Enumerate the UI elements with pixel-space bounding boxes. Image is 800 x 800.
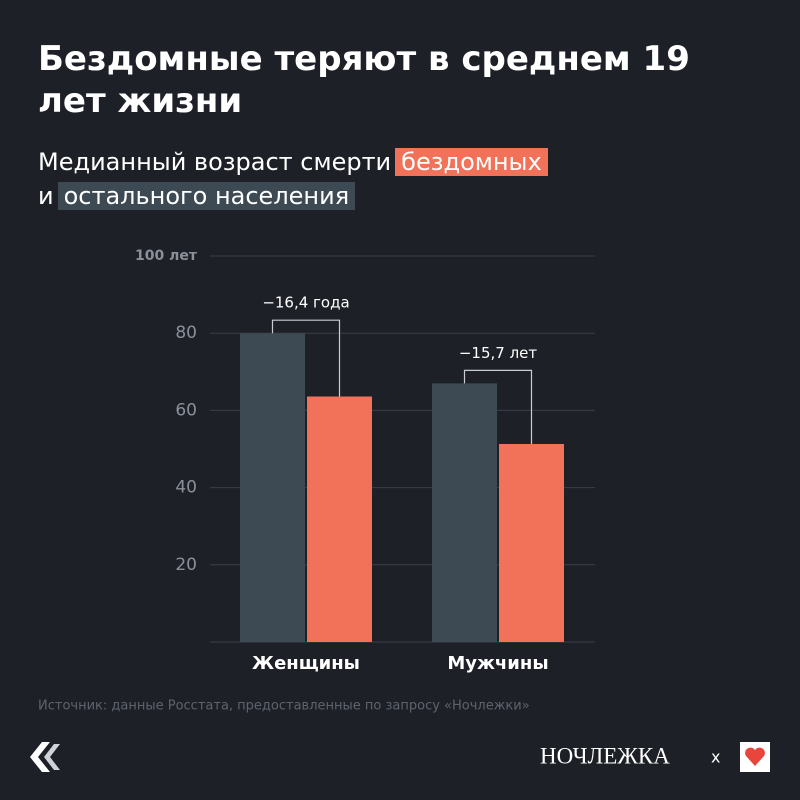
x-tick-label: Мужчины <box>447 653 548 674</box>
y-tick-label: 40 <box>175 478 197 498</box>
left-logo <box>30 742 60 772</box>
x-tick-label: Женщины <box>252 653 360 674</box>
source: Источник: данные Росстата, предоставленн… <box>38 699 530 714</box>
difference-bracket <box>463 369 533 444</box>
bar <box>432 383 497 642</box>
bar <box>307 396 372 642</box>
y-tick-label: 100 лет <box>135 248 198 264</box>
brand: НОЧЛЕЖКА <box>540 743 670 768</box>
subtitle-joiner: и <box>38 182 54 210</box>
partner-logo <box>740 742 770 772</box>
legend-entry: бездомных <box>395 148 548 176</box>
difference-bracket <box>271 319 341 397</box>
y-tick-label: 20 <box>175 555 197 575</box>
bar <box>240 333 305 642</box>
subtitle-lead: Медианный возраст смерти <box>38 148 392 176</box>
brand-joiner: x <box>711 748 720 767</box>
bar <box>499 443 564 642</box>
y-tick-label: 60 <box>175 400 197 420</box>
subtitle: Медианный возраст смерти бездомных и остал… <box>38 145 758 213</box>
annotation: −15,7 лет <box>459 344 538 362</box>
y-tick-label: 80 <box>175 323 197 343</box>
chart-title: Бездомные теряют в среднем 19 лет жизни <box>38 39 690 121</box>
legend-entry: остального населения <box>57 182 356 210</box>
annotation: −16,4 года <box>262 294 349 312</box>
